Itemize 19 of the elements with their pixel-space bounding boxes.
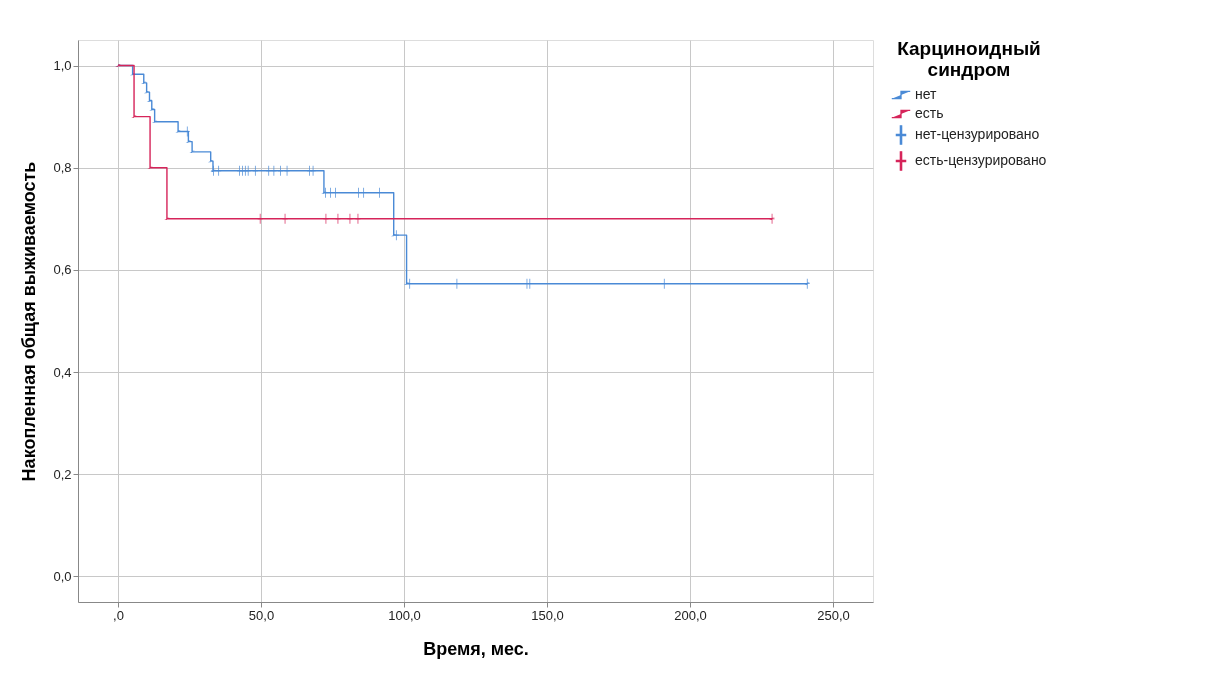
y-tick-label: 0,2: [53, 466, 72, 482]
y-tick-label: 0,0: [53, 568, 72, 584]
legend-label: есть: [915, 105, 944, 121]
x-tick-label: 200,0: [674, 607, 707, 623]
y-tick-label: 1,0: [53, 58, 72, 74]
legend-label: есть-цензурировано: [915, 152, 1047, 168]
x-tick-label: 150,0: [531, 607, 564, 623]
x-tick-label: ,0: [113, 607, 124, 623]
y-tick-label: 0,6: [53, 262, 72, 278]
y-tick-label: 0,4: [53, 364, 72, 380]
x-tick-label: 250,0: [817, 607, 850, 623]
x-tick-label: 100,0: [388, 607, 421, 623]
legend-label: нет: [915, 86, 938, 102]
legend-title: Карциноидный синдром: [897, 38, 1041, 80]
x-tick-label: 50,0: [248, 607, 275, 623]
x-axis-title: Время, мес.: [423, 638, 529, 659]
legend-label: нет-цензурировано: [915, 126, 1040, 142]
y-tick-label: 0,8: [53, 160, 72, 176]
y-axis-title: Накопленная общая выживаемость: [19, 161, 40, 482]
